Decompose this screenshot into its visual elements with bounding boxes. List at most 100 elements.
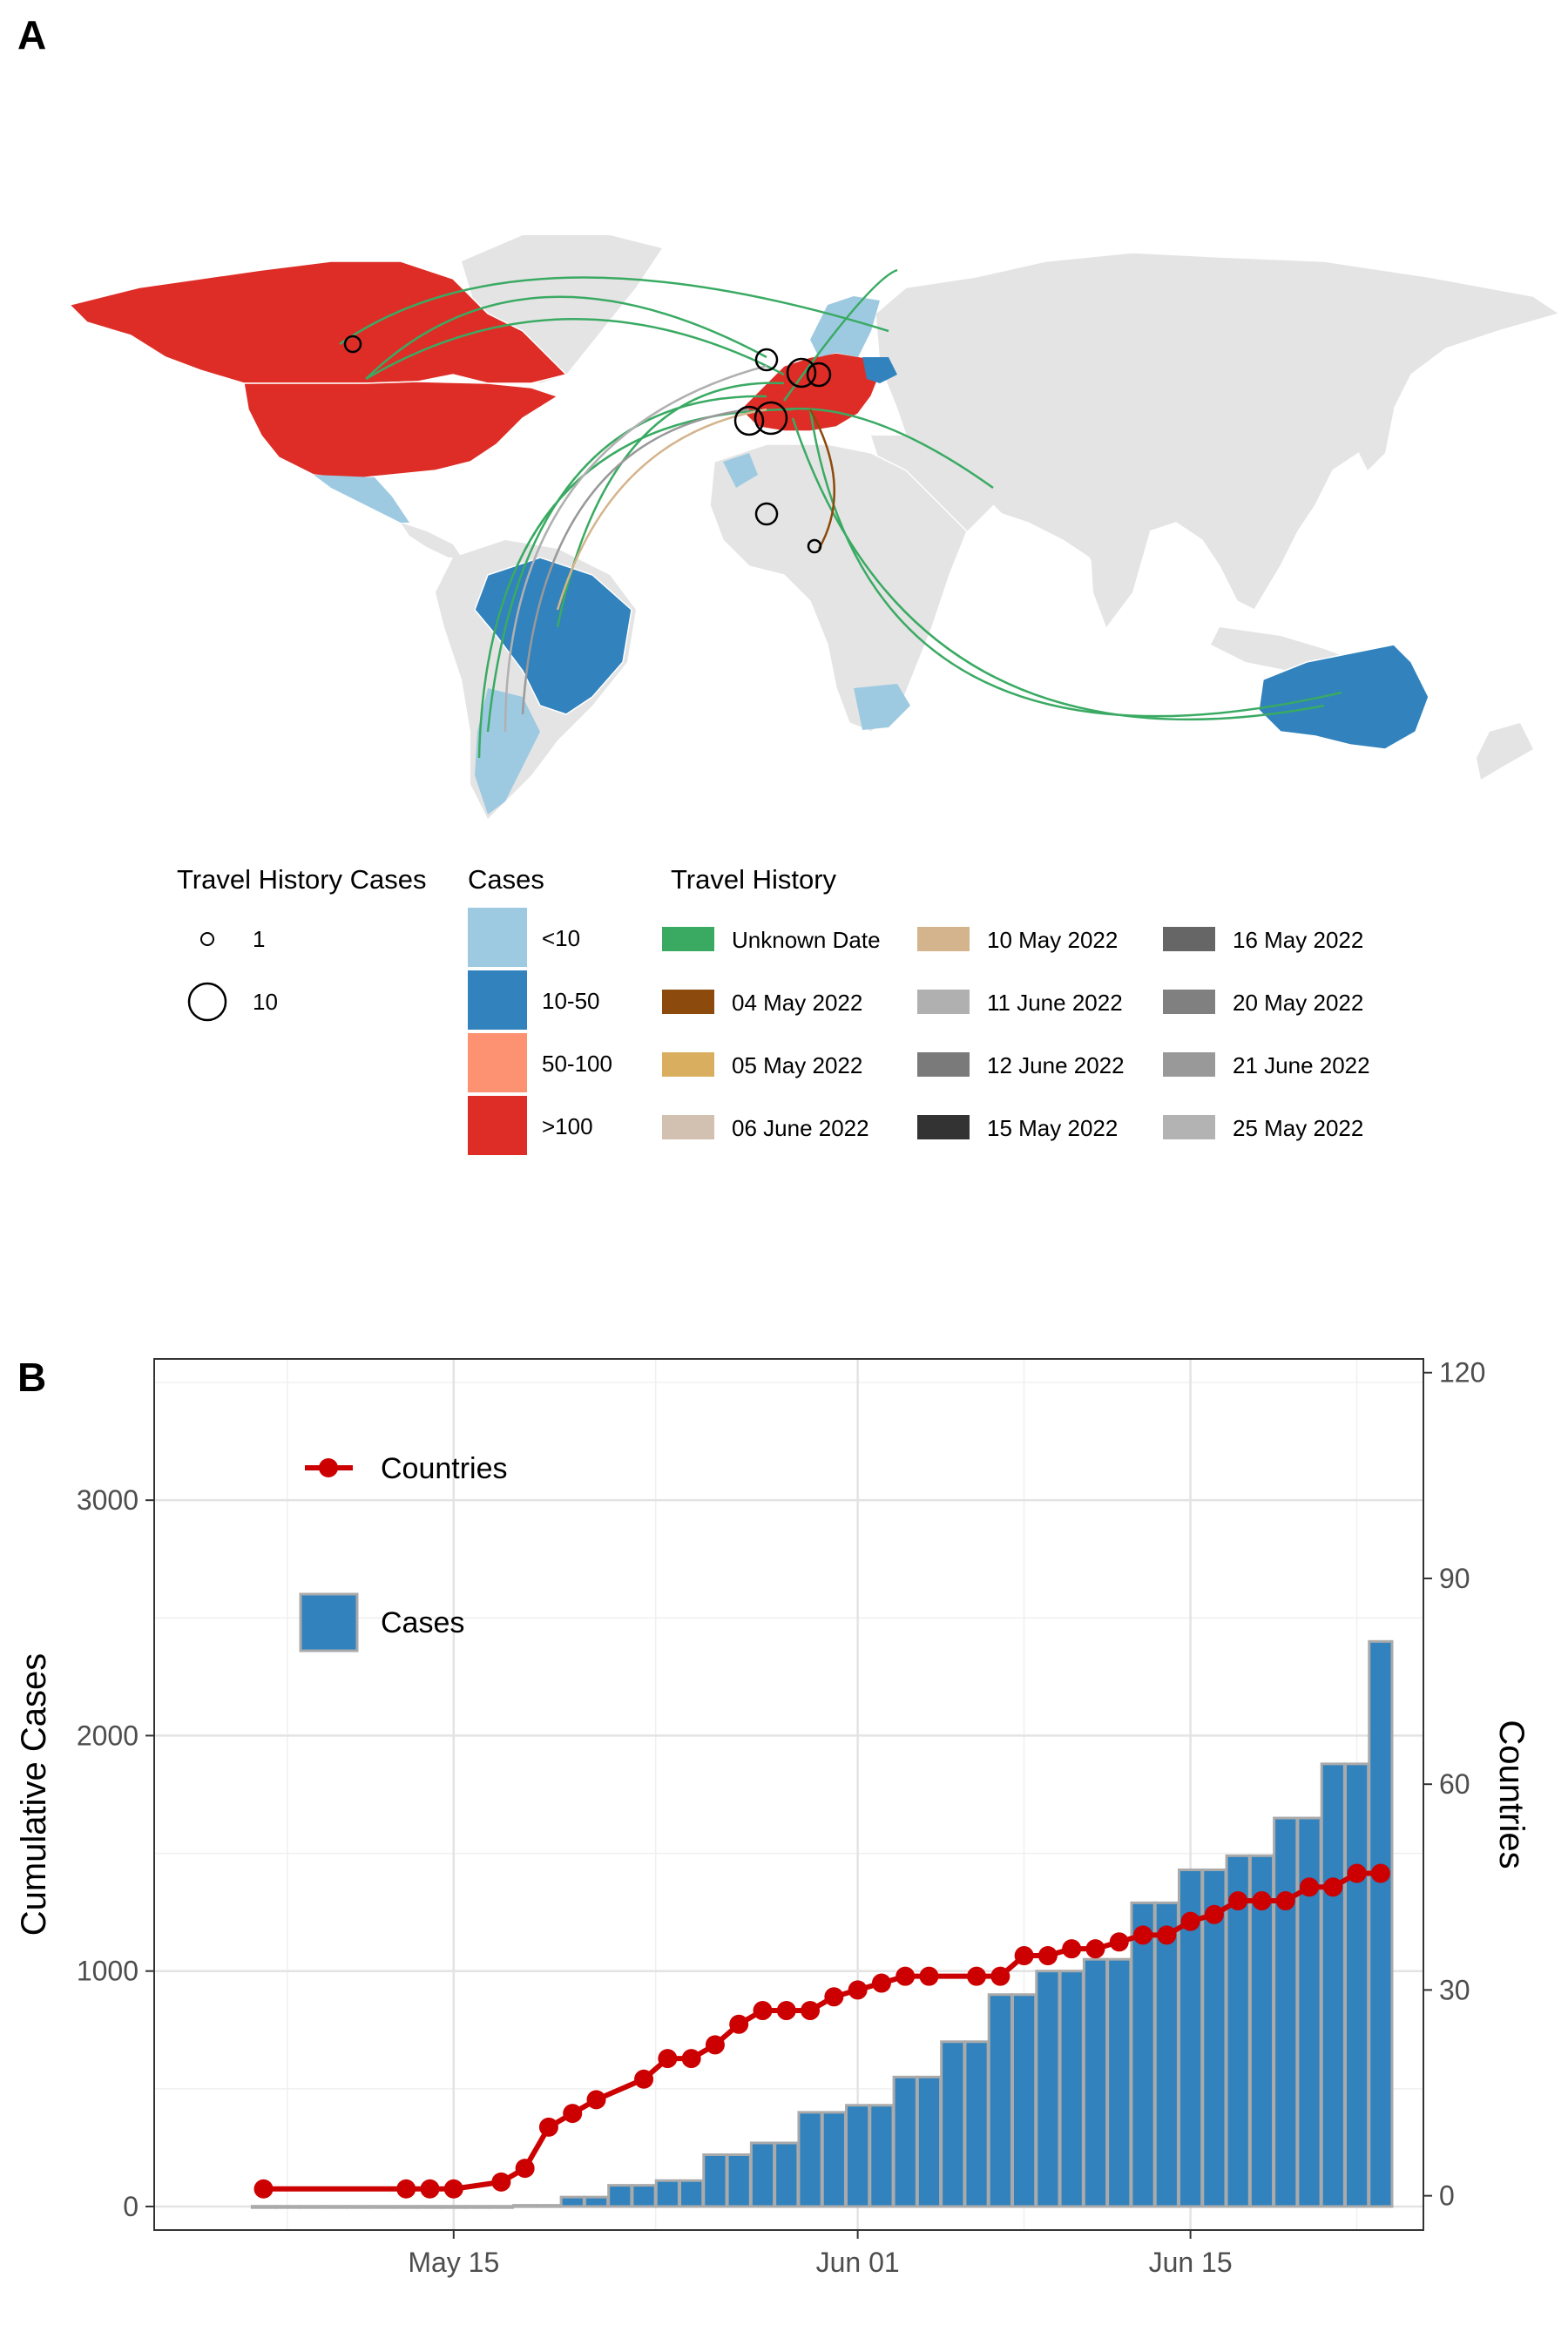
land-japan [1359, 383, 1394, 470]
bubble [754, 348, 779, 372]
travel-history-label: 06 June 2022 [732, 1115, 869, 1141]
cases-bar [583, 2195, 610, 2208]
y2-tick-label: 120 [1439, 1357, 1485, 1389]
arc [782, 268, 898, 402]
countries-point [634, 2069, 654, 2089]
y2-tick-label: 30 [1439, 1974, 1470, 2005]
cases-bar [488, 2205, 514, 2209]
cases-bar [702, 2153, 728, 2208]
travel-history-swatch [917, 1115, 970, 1139]
travel-history-label: Unknown Date [732, 927, 881, 953]
cases-bar [274, 2205, 301, 2209]
countries-point [1157, 1925, 1177, 1945]
countries-point [1014, 1946, 1034, 1966]
countries-point [919, 1966, 939, 1986]
cases-bar [1011, 1993, 1037, 2208]
legend-point-key [319, 1458, 338, 1477]
countries-point [1180, 1911, 1200, 1931]
countries-point [1062, 1939, 1082, 1959]
land-australia [1258, 644, 1429, 750]
travel-history-swatch [662, 990, 714, 1014]
legend-travel-cases: Travel History Cases 1 10 [177, 864, 427, 1022]
countries-point [586, 2090, 606, 2110]
land-mexico [314, 475, 409, 523]
y-tick-label: 1000 [77, 1956, 139, 1987]
countries-point [420, 2179, 440, 2199]
arc [521, 408, 750, 715]
land-asia [875, 252, 1561, 611]
countries-point [563, 2104, 583, 2124]
travel-history-swatch [662, 1115, 714, 1139]
countries-point [1347, 1863, 1367, 1883]
bubble [807, 538, 822, 554]
cases-bar [726, 2153, 752, 2208]
arc [556, 408, 767, 611]
land-south-africa [854, 684, 910, 730]
cases-bar [512, 2204, 538, 2208]
arc [486, 395, 767, 733]
travel-history-label: 15 May 2022 [987, 1115, 1118, 1141]
plot-frame [153, 1358, 1424, 2231]
travel-history-label: 25 May 2022 [1233, 1115, 1363, 1141]
cases-bar [963, 2040, 990, 2208]
y-tick-label: 2000 [77, 1720, 139, 1751]
cases-swatch-label: >100 [542, 1113, 593, 1139]
legend-bar-key [299, 1592, 359, 1652]
panel-b-label: B [17, 1355, 46, 1400]
cases-bar [1320, 1762, 1346, 2208]
legend-line-label: Countries [381, 1452, 508, 1485]
land-new-zealand [1477, 723, 1533, 780]
legend-bar-label: Cases [381, 1606, 464, 1639]
cases-bar [1344, 1762, 1370, 2208]
cases-bar [821, 2111, 847, 2208]
cases-bar [559, 2195, 585, 2208]
cases-bar [393, 2205, 419, 2209]
countries-point [1370, 1863, 1390, 1883]
countries-point [1109, 1932, 1129, 1952]
travel-history-label: 12 June 2022 [987, 1052, 1125, 1078]
x-tick-label: Jun 15 [1149, 2247, 1233, 2278]
cases-swatch-label: 50-100 [542, 1051, 612, 1077]
cases-bar [536, 2204, 562, 2208]
travel-history-label: 21 June 2022 [1233, 1052, 1370, 1078]
cases-swatch-label: <10 [542, 925, 580, 951]
countries-point [776, 2001, 796, 2021]
y2-tick-label: 0 [1439, 2180, 1455, 2212]
countries-point [681, 2049, 701, 2069]
cases-swatch [468, 1096, 527, 1155]
travel-history-swatch [662, 927, 714, 951]
countries-point [753, 2001, 773, 2021]
travel-history-swatch [917, 1052, 970, 1077]
travel-history-swatch [662, 1052, 714, 1077]
y-tick-label: 0 [123, 2191, 139, 2222]
countries-point [1085, 1939, 1105, 1959]
land-scandinavia [810, 296, 880, 357]
legend-travel-history: Travel History Unknown Date 04 May 2022 05… [662, 864, 1370, 1141]
cases-bar [346, 2205, 372, 2209]
cases-bar [416, 2205, 443, 2209]
countries-point [1133, 1925, 1153, 1945]
cases-bar [1225, 1854, 1251, 2208]
y2-tick-label: 90 [1439, 1563, 1470, 1594]
legend-title: Cases [468, 864, 544, 895]
legend-label: 10 [253, 989, 278, 1015]
cases-bar [1368, 1639, 1394, 2208]
panel-b-chart: B 0 1000 2000 3000 0 30 60 90 120 May 15 Jun 01 Jun… [15, 1355, 1531, 2278]
countries-point [729, 2014, 749, 2034]
countries-polyline [263, 1870, 1381, 2192]
cases-bar [298, 2205, 324, 2209]
countries-point [1228, 1891, 1248, 1911]
countries-point [1252, 1891, 1272, 1911]
bubble [343, 335, 362, 354]
bubble [754, 401, 788, 436]
travel-arcs [339, 268, 1342, 759]
cases-bar [1153, 1901, 1179, 2208]
cases-bar [607, 2184, 633, 2208]
countries-point [848, 1980, 868, 2000]
y2-axis-title: Countries [1492, 1720, 1531, 1869]
travel-history-label: 11 June 2022 [987, 990, 1123, 1016]
countries-point [658, 2049, 678, 2069]
bubble [806, 362, 832, 388]
y-tick-label: 3000 [77, 1484, 139, 1516]
world-map [68, 235, 1561, 819]
